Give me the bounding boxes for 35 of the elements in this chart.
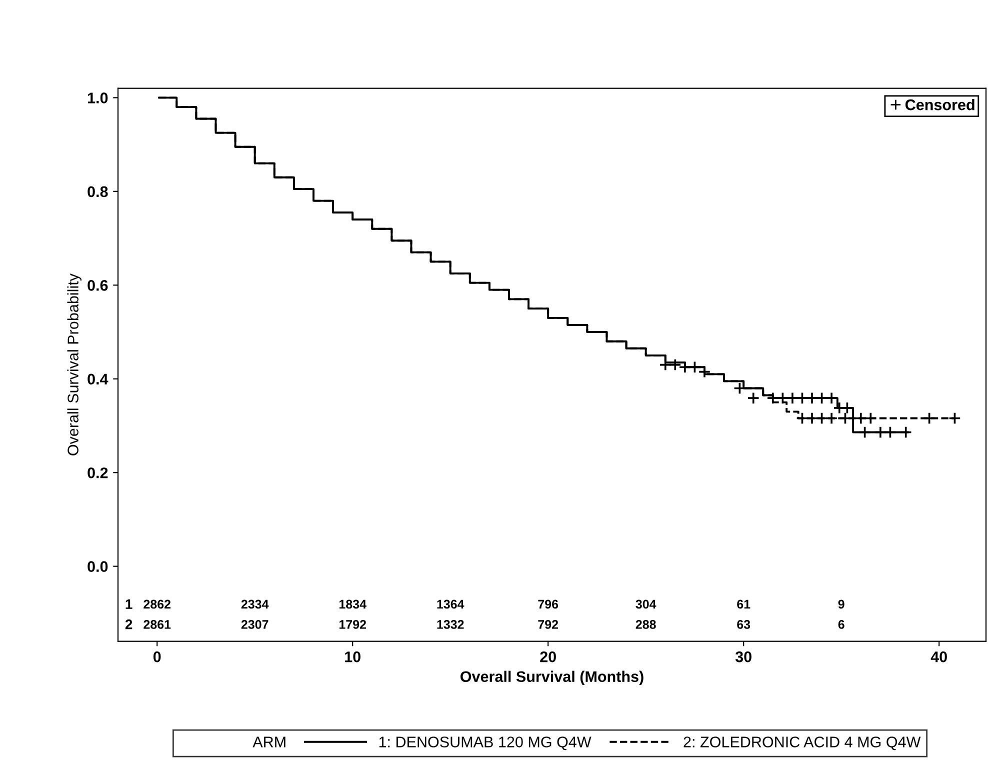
annotation: 2334 bbox=[241, 600, 269, 609]
legend-title: ARM bbox=[252, 736, 286, 748]
annotation: 288 bbox=[636, 620, 656, 629]
annotation: 1332 bbox=[437, 620, 464, 629]
x-axis-title: Overall Survival (Months) bbox=[460, 670, 644, 686]
legend-label: Censored bbox=[905, 99, 974, 110]
annotation: 1 bbox=[126, 599, 132, 609]
y-tick-label: 0.4 bbox=[88, 374, 108, 385]
annotation: 9 bbox=[838, 600, 844, 609]
annotation: 63 bbox=[737, 620, 750, 629]
annotation: 6 bbox=[838, 620, 844, 629]
annotation: 792 bbox=[538, 620, 558, 629]
y-axis-title: Overall Survival Probability bbox=[67, 274, 82, 456]
y-tick-label: 0.6 bbox=[88, 280, 108, 291]
x-tick-label: 30 bbox=[735, 651, 752, 662]
y-tick-label: 1.0 bbox=[88, 92, 108, 104]
annotation: 2862 bbox=[144, 600, 171, 609]
annotation: 796 bbox=[538, 600, 558, 609]
annotation: 1364 bbox=[437, 600, 464, 609]
legend-label: 1: DENOSUMAB 120 MG Q4W bbox=[379, 736, 592, 750]
y-tick-label: 0.8 bbox=[88, 186, 108, 198]
annotation: 304 bbox=[636, 600, 656, 609]
y-tick-label: 0.2 bbox=[88, 467, 108, 478]
annotation: 2 bbox=[125, 619, 132, 630]
x-tick-label: 20 bbox=[540, 651, 556, 662]
legend-label: 2: ZOLEDRONIC ACID 4 MG Q4W bbox=[684, 736, 921, 750]
y-tick-label: 0.0 bbox=[88, 561, 108, 572]
annotation: 1834 bbox=[339, 600, 366, 609]
x-tick-label: 0 bbox=[153, 651, 161, 662]
annotation: 1792 bbox=[339, 620, 366, 629]
annotation: 2307 bbox=[241, 620, 268, 629]
annotation: 61 bbox=[737, 600, 750, 609]
x-tick-label: 10 bbox=[345, 651, 360, 662]
annotation: 2861 bbox=[144, 620, 171, 629]
x-tick-label: 40 bbox=[930, 651, 947, 662]
